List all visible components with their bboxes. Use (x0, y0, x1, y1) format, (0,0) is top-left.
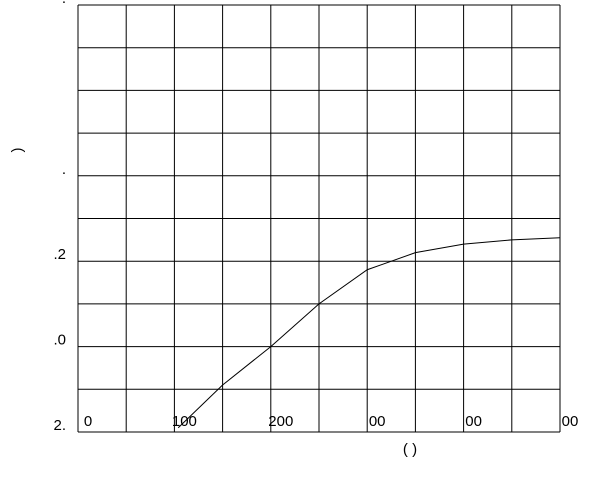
y-tick-label: .2 (53, 246, 66, 263)
x-tick-label: 00 (465, 413, 482, 430)
x-tick-label: 00 (369, 413, 386, 430)
x-tick-label: 200 (268, 413, 293, 430)
y-tick-label: . (62, 0, 66, 7)
y-axis-label: ) (9, 148, 26, 153)
x-axis-label: ( ) (403, 441, 417, 458)
line-series (177, 237, 561, 429)
y-tick-label: .0 (53, 332, 66, 349)
x-tick-label: 0 (84, 413, 92, 430)
y-tick-label: . (62, 161, 66, 178)
x-tick-label: 00 (562, 413, 579, 430)
y-tick-label: 2. (53, 417, 66, 434)
